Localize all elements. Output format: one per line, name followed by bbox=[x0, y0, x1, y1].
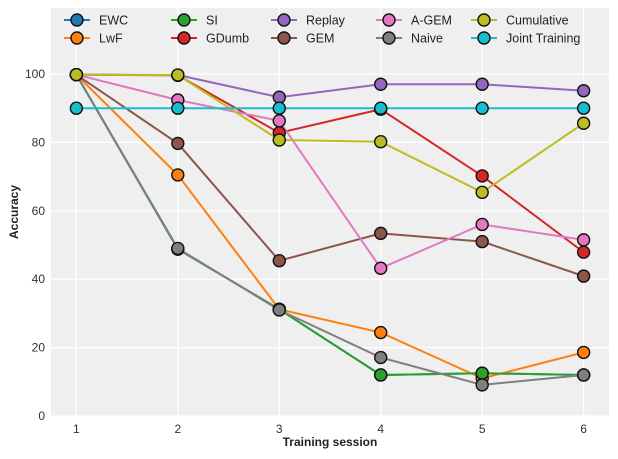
legend-label: Replay bbox=[306, 14, 346, 28]
data-point-naive bbox=[576, 368, 591, 382]
x-tick-label: 4 bbox=[377, 422, 384, 436]
data-point-replay bbox=[576, 84, 591, 98]
y-axis-label: Accuracy bbox=[7, 185, 21, 239]
legend-label: EWC bbox=[99, 14, 128, 28]
data-point-replay bbox=[374, 77, 388, 91]
legend-item-ewc: EWC bbox=[64, 13, 128, 28]
legend-marker bbox=[70, 13, 84, 27]
series-line-cumulative bbox=[76, 73, 585, 194]
data-point-si bbox=[475, 366, 489, 380]
x-tick-label: 6 bbox=[580, 422, 587, 436]
data-point-gem bbox=[475, 234, 489, 249]
legend-marker bbox=[277, 31, 291, 45]
legend-marker bbox=[177, 31, 191, 45]
legend: EWC LwF SI GDumb Replay GEM A-GEM Naive Cumulati… bbox=[64, 13, 580, 46]
y-tick-label: 0 bbox=[38, 409, 45, 423]
data-point-a-gem bbox=[374, 261, 388, 275]
legend-label: A-GEM bbox=[411, 14, 452, 28]
data-point-gem bbox=[374, 226, 388, 241]
legend-marker bbox=[277, 13, 291, 27]
y-tick-label: 60 bbox=[32, 204, 46, 218]
data-point-gem bbox=[272, 254, 286, 268]
legend-marker bbox=[70, 31, 84, 45]
legend-item-a-gem: A-GEM bbox=[376, 13, 452, 28]
data-point-gem bbox=[171, 136, 185, 151]
data-point-gdumb bbox=[576, 245, 591, 259]
x-tick-label: 3 bbox=[276, 422, 283, 436]
legend-item-replay: Replay bbox=[271, 13, 346, 28]
data-point-replay bbox=[272, 90, 286, 104]
legend-item-naive: Naive bbox=[376, 31, 443, 46]
legend-marker bbox=[382, 31, 396, 45]
legend-label: LwF bbox=[99, 32, 123, 46]
data-point-a-gem bbox=[576, 233, 591, 247]
series-markers bbox=[69, 67, 591, 392]
series-line-gem bbox=[75, 73, 584, 278]
legend-label: GEM bbox=[306, 32, 334, 46]
data-point-a-gem bbox=[272, 114, 286, 128]
data-point-cumulative bbox=[374, 135, 388, 149]
x-tick-label: 5 bbox=[479, 422, 486, 436]
legend-label: SI bbox=[206, 14, 218, 28]
legend-label: GDumb bbox=[206, 32, 249, 46]
data-point-joint-training bbox=[272, 101, 286, 115]
data-point-lwf bbox=[576, 345, 591, 360]
y-tick-label: 80 bbox=[32, 135, 46, 149]
plot-background bbox=[51, 8, 609, 416]
data-point-lwf bbox=[374, 325, 388, 340]
legend-item-gem: GEM bbox=[271, 31, 334, 46]
x-tick-labels: 1 2 3 4 5 6 bbox=[73, 422, 587, 436]
legend-marker bbox=[382, 13, 396, 27]
x-axis-label: Training session bbox=[283, 435, 378, 449]
y-tick-labels: 0 20 40 60 80 100 bbox=[25, 67, 45, 423]
legend-item-gdumb: GDumb bbox=[171, 31, 249, 46]
data-point-joint-training bbox=[576, 101, 591, 115]
data-point-gem bbox=[576, 269, 591, 283]
legend-item-cumulative: Cumulative bbox=[471, 13, 569, 28]
data-point-cumulative bbox=[475, 185, 489, 200]
data-point-cumulative bbox=[171, 68, 185, 82]
data-point-cumulative bbox=[69, 67, 84, 82]
legend-marker bbox=[177, 13, 191, 27]
data-point-naive bbox=[272, 303, 286, 317]
legend-item-si: SI bbox=[171, 13, 218, 28]
y-tick-label: 20 bbox=[32, 341, 46, 355]
legend-item-joint-training: Joint Training bbox=[471, 31, 580, 46]
data-point-naive bbox=[475, 378, 489, 392]
y-tick-label: 40 bbox=[32, 272, 46, 286]
data-point-cumulative bbox=[576, 116, 591, 130]
data-point-si bbox=[374, 368, 388, 382]
data-point-joint-training bbox=[69, 101, 84, 115]
legend-label: Cumulative bbox=[506, 14, 569, 28]
data-point-joint-training bbox=[171, 101, 185, 115]
y-tick-label: 100 bbox=[25, 67, 45, 81]
legend-label: Naive bbox=[411, 32, 443, 46]
data-point-gdumb bbox=[475, 169, 489, 183]
data-point-lwf bbox=[171, 168, 185, 182]
data-point-a-gem bbox=[475, 217, 489, 232]
data-point-naive bbox=[171, 241, 185, 256]
legend-label: Joint Training bbox=[506, 32, 580, 46]
series-lines bbox=[75, 73, 585, 386]
series-line-a-gem bbox=[76, 73, 584, 270]
data-point-naive bbox=[374, 350, 388, 365]
legend-marker bbox=[477, 31, 491, 45]
data-point-cumulative bbox=[272, 133, 286, 147]
series-line-naive bbox=[75, 74, 584, 386]
x-tick-label: 1 bbox=[73, 422, 80, 436]
x-tick-label: 2 bbox=[174, 422, 181, 436]
data-point-joint-training bbox=[475, 101, 489, 115]
data-point-replay bbox=[475, 77, 489, 91]
legend-item-lwf: LwF bbox=[64, 31, 123, 46]
legend-marker bbox=[477, 13, 491, 27]
data-point-joint-training bbox=[374, 101, 388, 115]
